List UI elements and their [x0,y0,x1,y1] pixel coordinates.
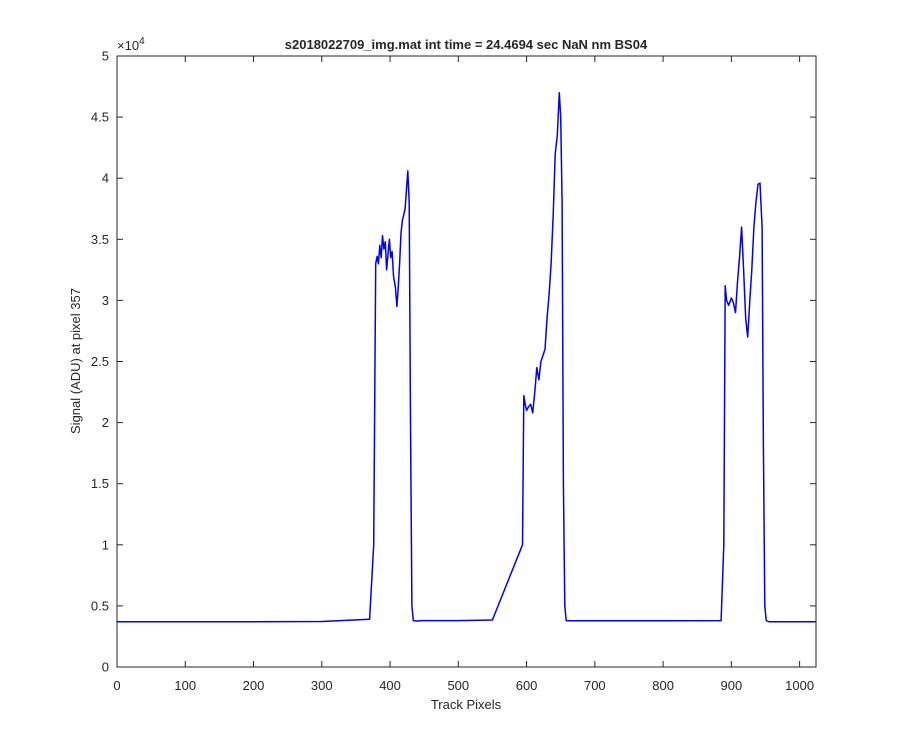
x-tick-label: 100 [174,678,196,693]
y-exponent-label: ×104 [117,36,145,53]
x-axis-label: Track Pixels [431,697,502,712]
series-layer [117,91,816,623]
y-tick-label: 2.5 [91,354,109,369]
x-tick-label: 1000 [785,678,814,693]
y-tick-label: 2 [102,415,109,430]
x-tick-label: 800 [652,678,674,693]
x-tick-label: 0 [113,678,120,693]
y-tick-label: 3.5 [91,232,109,247]
y-tick-label: 5 [102,49,109,64]
x-tick-label: 200 [243,678,265,693]
x-tick-label: 600 [516,678,538,693]
y-tick-label: 0 [102,660,109,675]
x-tick-label: 400 [379,678,401,693]
y-tick-label: 1.5 [91,476,109,491]
plot-area [117,56,816,667]
y-tick-label: 4.5 [91,110,109,125]
x-tick-label: 500 [447,678,469,693]
x-tick-label: 900 [721,678,743,693]
ticks-layer: 0 100 200 300 400 500 600 700 800 900 1000 0 0.5 1 1.5… [91,49,816,693]
y-tick-label: 0.5 [91,598,109,613]
chart-title: s2018022709_img.mat int time = 24.4694 s… [285,37,648,52]
signal-line [117,91,816,623]
y-tick-label: 1 [102,537,109,552]
x-tick-label: 300 [311,678,333,693]
y-tick-label: 4 [102,171,109,186]
y-axis-label: Signal (ADU) at pixel 357 [68,288,83,434]
y-tick-label: 3 [102,293,109,308]
x-tick-label: 700 [584,678,606,693]
